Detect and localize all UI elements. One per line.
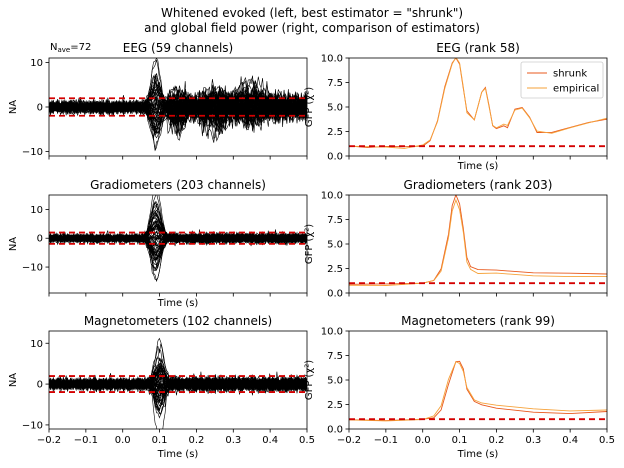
y-axis-label: GFP (χ²) [304,87,315,127]
y-axis-label: GFP (χ²) [304,360,315,400]
x-axis-label: Time (s) [157,449,199,460]
x-axis-label: Time (s) [457,161,499,172]
x-tick-label: −0.2 [337,435,361,446]
legend: shrunk empirical [520,61,604,99]
y-tick-label: 7.5 [327,215,343,226]
y-tick-label: 0.0 [327,152,343,163]
legend-label-shrunk: shrunk [553,69,587,80]
nave-value: =72 [70,42,91,53]
y-tick-label: −10 [22,263,43,274]
channel-trace [49,85,307,132]
x-tick-label: −0.1 [74,435,98,446]
y-tick-label: 2.5 [327,264,343,275]
y-tick-label: −10 [22,147,43,158]
nave-label: N [50,42,57,53]
axes-frame [348,330,608,430]
legend-label-empirical: empirical [553,84,599,95]
x-tick-label: −0.1 [374,435,398,446]
y-axis-label: NA [8,237,19,251]
channel-trace [49,223,307,244]
panel-title: EEG (rank 58) [436,41,520,55]
y-tick-label: 2.5 [327,127,343,138]
nave-annotation: Nave=72 [50,42,91,54]
plot-area [349,360,607,422]
panel-title: Gradiometers (rank 203) [404,178,553,192]
y-axis-label: GFP (χ²) [304,224,315,264]
channel-traces [49,337,307,429]
axes-frame [348,194,608,294]
plot-area [349,58,607,149]
panel-1: 0.0 2.5 5.0 7.5 10.0 EEG (rank 58) Time (s) GFP… [304,41,608,172]
x-tick-label: 0.0 [115,435,131,446]
channel-trace [49,232,307,265]
x-tick-label: 0.5 [299,435,315,446]
panel-5: 0.0 2.5 5.0 7.5 10.0 −0.2 −0.1 0.0 0.1 0.2 0.3 0.4 0… [304,314,615,460]
y-tick-label: 5.0 [327,240,343,251]
axes-frame [48,194,308,294]
channel-traces [49,58,307,152]
y-tick-label: −10 [22,420,43,431]
panel-4: −10 0 10 −0.2 −0.1 0.0 0.1 0.2 0.3 0.4 0.5 Magnetom… [8,314,315,460]
channel-trace [49,88,307,126]
y-axis-label: NA [8,100,19,114]
y-axis-label: NA [8,373,19,387]
x-tick-label: −0.2 [37,435,61,446]
panel-title: Magnetometers (rank 99) [401,314,555,328]
y-tick-label: 10.0 [321,191,343,202]
series-empirical [349,198,607,286]
y-tick-label: 0.0 [327,425,343,436]
x-tick-label: 0.1 [452,435,468,446]
suptitle-line-2: and global field power (right, compariso… [144,21,480,35]
suptitle-line-1: Whitened evoked (left, best estimator = … [161,6,463,20]
x-tick-label: 0.2 [188,435,204,446]
nave-subscript: ave [57,46,70,54]
series-empirical [349,58,607,149]
y-tick-label: 10 [30,339,43,350]
x-tick-label: 0.3 [225,435,241,446]
panel-2: −10 0 10 Gradiometers (203 channels) Time (s… [8,178,308,309]
series-empirical [349,361,607,422]
y-tick-label: 0 [37,380,43,391]
x-tick-label: 0.3 [525,435,541,446]
y-tick-label: 7.5 [327,78,343,89]
plot-area [49,195,307,283]
channel-trace [49,376,307,392]
axes-frame [48,330,308,430]
legend-box [520,61,604,99]
y-tick-label: 0 [37,234,43,245]
panel-0: −10 0 10 EEG (59 channels) NA [8,41,308,160]
y-tick-label: 0.0 [327,289,343,300]
plot-area [49,337,307,429]
x-tick-label: 0.4 [562,435,578,446]
panel-title: Magnetometers (102 channels) [84,314,272,328]
x-tick-label: 0.0 [415,435,431,446]
x-tick-label: 0.4 [262,435,278,446]
y-tick-label: 0 [37,103,43,114]
y-tick-label: 5.0 [327,103,343,114]
y-tick-label: 10.0 [321,327,343,338]
plot-area [49,58,307,152]
channel-trace [49,97,307,140]
plot-area [349,195,607,286]
x-axis-label: Time (s) [457,449,499,460]
y-tick-label: 5.0 [327,376,343,387]
panel-title: Gradiometers (203 channels) [90,178,266,192]
channel-trace [49,90,307,124]
channel-trace [49,376,307,411]
channel-traces [49,195,307,283]
series-shrunk [349,195,607,285]
y-tick-label: 10.0 [321,54,343,65]
x-tick-label: 0.5 [599,435,615,446]
y-tick-label: 2.5 [327,400,343,411]
y-tick-label: 10 [30,58,43,69]
panel-3: 0.0 2.5 5.0 7.5 10.0 Gradiometers (rank 203) G… [304,178,608,300]
panel-title: EEG (59 channels) [123,41,233,55]
series-shrunk [349,360,607,422]
x-tick-label: 0.2 [488,435,504,446]
x-tick-label: 0.1 [152,435,168,446]
y-tick-label: 10 [30,205,43,216]
x-axis-label: Time (s) [157,298,199,309]
y-tick-label: 7.5 [327,351,343,362]
